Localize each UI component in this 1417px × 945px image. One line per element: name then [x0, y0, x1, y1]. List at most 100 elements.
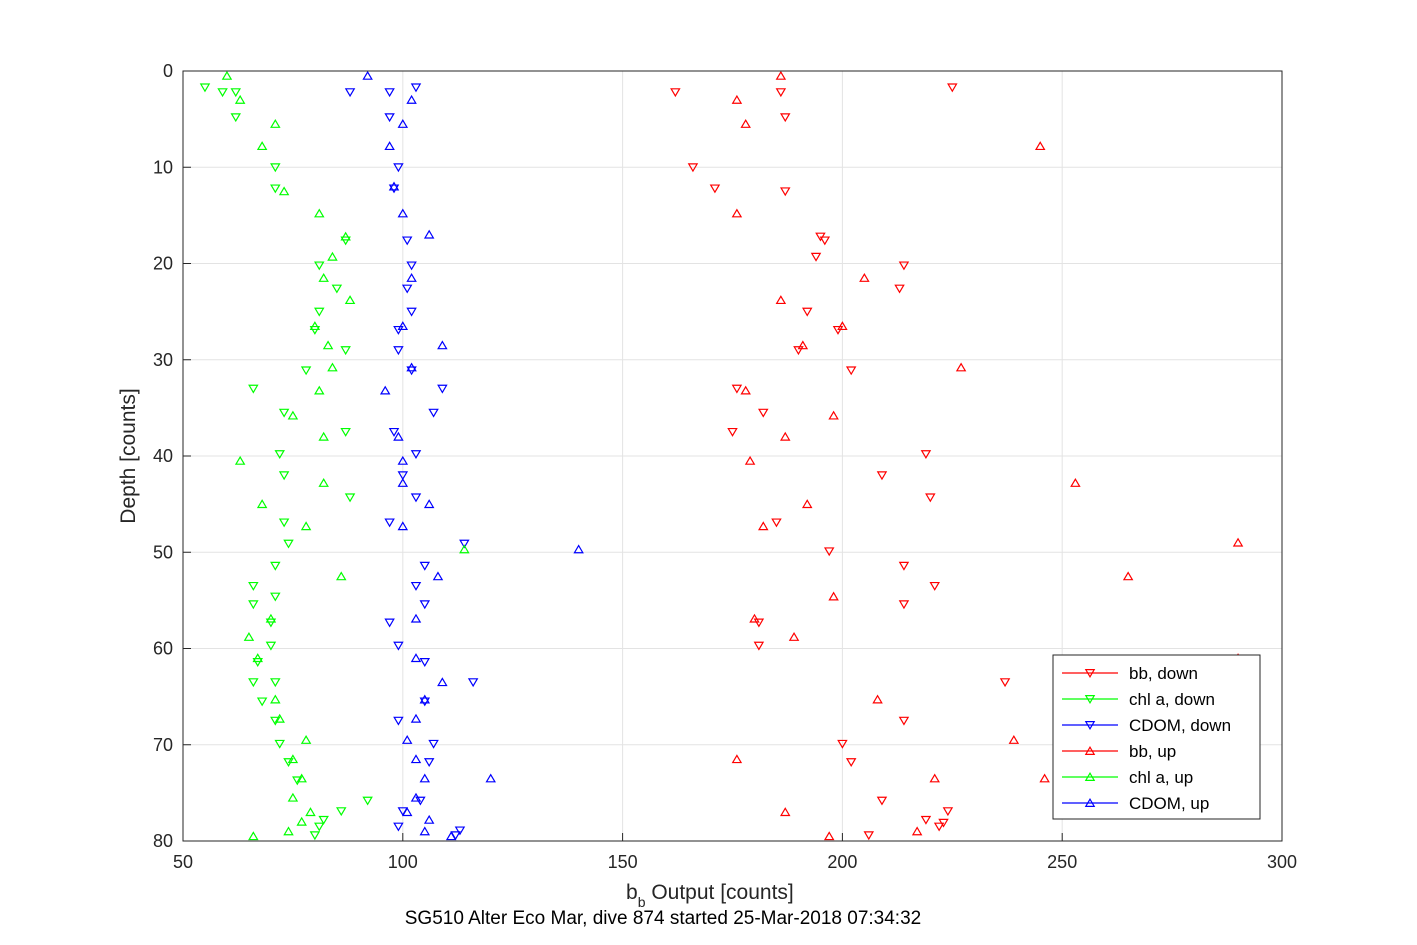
- data-point: [780, 431, 791, 441]
- data-point: [467, 678, 479, 688]
- data-point: [318, 477, 329, 487]
- y-tick-label: 80: [153, 831, 173, 851]
- x-tick-label: 150: [608, 852, 638, 872]
- data-point: [432, 571, 444, 581]
- data-point: [270, 561, 281, 571]
- data-point: [401, 807, 413, 817]
- data-point: [248, 831, 259, 841]
- data-point: [256, 141, 268, 151]
- data-point: [771, 518, 782, 528]
- data-point: [278, 186, 290, 196]
- data-point: [274, 450, 285, 460]
- data-point: [283, 539, 294, 549]
- data-point: [459, 539, 470, 549]
- data-point: [437, 677, 448, 687]
- data-point: [327, 362, 338, 372]
- data-point: [270, 678, 281, 688]
- data-point: [744, 455, 756, 465]
- data-point: [797, 340, 809, 350]
- data-point: [1070, 477, 1081, 487]
- data-point: [823, 547, 835, 557]
- series-5: [362, 70, 584, 841]
- data-point: [314, 385, 325, 395]
- data-point: [331, 284, 343, 294]
- data-point: [929, 581, 940, 591]
- data-point: [318, 272, 329, 282]
- data-point: [920, 815, 932, 825]
- data-point: [401, 236, 413, 246]
- tick-labels: 50 100 150 200 250 300 0 10 20 30 40 50 60 70 80: [153, 61, 1297, 872]
- data-point: [749, 613, 760, 623]
- data-point: [234, 94, 246, 104]
- data-point: [428, 739, 439, 749]
- data-point: [388, 184, 400, 194]
- data-point: [410, 653, 422, 663]
- data-point: [256, 499, 268, 509]
- data-point: [388, 427, 400, 437]
- ticks: [182, 70, 1283, 842]
- data-point: [670, 88, 681, 98]
- data-point: [305, 807, 316, 817]
- data-point: [1122, 571, 1134, 581]
- legend-label: bb, up: [1129, 742, 1176, 761]
- data-point: [828, 410, 839, 420]
- data-point: [837, 321, 848, 331]
- data-point: [283, 826, 294, 836]
- data-point: [384, 88, 395, 98]
- footer-caption: SG510 Alter Eco Mar, dive 874 started 25…: [405, 908, 921, 929]
- x-axis-label-rest: Output [counts]: [645, 881, 793, 904]
- y-tick-label: 0: [163, 61, 173, 81]
- data-point: [753, 618, 765, 628]
- data-point: [406, 362, 417, 372]
- data-point: [793, 346, 804, 356]
- legend-marker: [1084, 669, 1096, 678]
- data-point: [999, 678, 1011, 688]
- data-point: [393, 163, 404, 173]
- data-point: [780, 113, 791, 123]
- data-point: [925, 493, 936, 503]
- data-point: [270, 163, 281, 173]
- data-point: [393, 325, 404, 335]
- data-point: [1039, 773, 1050, 783]
- legend-marker: [1084, 798, 1096, 807]
- data-point: [270, 694, 281, 704]
- data-point: [801, 499, 813, 509]
- data-point: [911, 826, 923, 836]
- data-point: [270, 592, 281, 602]
- legend-label: bb, down: [1129, 664, 1198, 683]
- data-point: [406, 261, 417, 271]
- data-point: [740, 385, 751, 395]
- series-0: [670, 83, 1011, 841]
- data-point: [344, 88, 356, 98]
- data-point: [920, 450, 932, 460]
- x-tick-label: 50: [173, 852, 193, 872]
- legend-marker: [1084, 695, 1096, 704]
- y-tick-label: 70: [153, 735, 173, 755]
- data-point: [731, 94, 743, 104]
- data-point: [243, 631, 255, 641]
- data-point: [832, 325, 844, 335]
- data-point: [397, 118, 409, 128]
- data-point: [384, 141, 395, 151]
- data-point: [437, 340, 448, 350]
- legend-box: [1052, 654, 1261, 820]
- data-point: [410, 792, 422, 802]
- data-point: [340, 346, 351, 356]
- data-point: [344, 295, 356, 305]
- data-point: [309, 831, 321, 841]
- data-point: [898, 261, 910, 271]
- data-point: [314, 307, 325, 317]
- data-point: [388, 181, 400, 191]
- data-point: [837, 739, 848, 749]
- data-points: [199, 70, 1244, 841]
- data-point: [423, 814, 435, 824]
- data-point: [340, 427, 351, 437]
- legend-label: chl a, down: [1129, 690, 1215, 709]
- data-point: [199, 83, 211, 93]
- data-point: [731, 208, 743, 218]
- data-point: [1232, 537, 1244, 547]
- data-point: [423, 758, 435, 768]
- y-tick-label: 20: [153, 254, 173, 274]
- legend-label: chl a, up: [1129, 768, 1193, 787]
